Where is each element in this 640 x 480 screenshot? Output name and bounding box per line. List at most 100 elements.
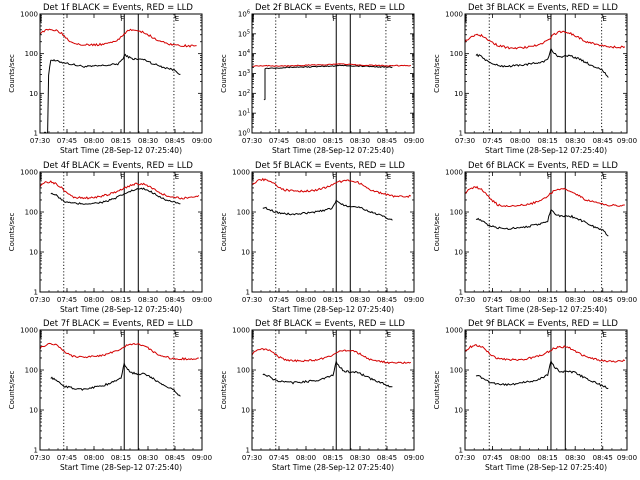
x-tick-label: 08:30 [350, 137, 370, 145]
y-tick-base: 1 [246, 447, 250, 455]
panel-det-5: Det 5f BLACK = Events, RED = LLD 1 10 100 10… [220, 161, 424, 314]
plot-frame [39, 13, 203, 134]
x-tick-label: 08:45 [377, 296, 397, 304]
x-tick-label: 08:30 [138, 296, 158, 304]
y-tick-label: 100 [25, 209, 38, 217]
marker-e: E [175, 331, 179, 339]
x-axis-label: Start Time (28-Sep-12 07:25:40) [272, 146, 394, 155]
x-tick-label: 08:45 [377, 137, 397, 145]
plot-frame [251, 171, 415, 293]
y-tick-label: 1 [459, 130, 463, 138]
y-axis-label: Counts/sec [8, 371, 16, 410]
y-axis-label: Counts/sec [8, 54, 16, 93]
y-tick-base: 10 [241, 249, 250, 257]
x-tick-label: 08:00 [296, 296, 316, 304]
y-tick-label: 1 [459, 289, 463, 297]
series-black-line [262, 199, 393, 221]
panel-title: Det 7f BLACK = Events, RED = LLD [43, 319, 193, 329]
y-tick-label: 10 [29, 249, 38, 257]
y-tick-base: 100 [450, 209, 463, 217]
panel-title: Det 6f BLACK = Events, RED = LLD [468, 161, 618, 171]
series-black-line [262, 360, 393, 388]
series-black-line [475, 359, 609, 390]
x-tick-label: 07:30 [30, 454, 50, 462]
x-tick-label: 08:00 [510, 296, 530, 304]
x-axis-label: Start Time (28-Sep-12 07:25:40) [60, 463, 182, 472]
y-tick-base: 1 [34, 130, 38, 138]
y-tick-label: 1 [246, 289, 250, 297]
y-tick-base: 100 [25, 367, 38, 375]
y-tick-base: 100 [25, 209, 38, 217]
y-tick-label: 104 [238, 49, 250, 58]
x-tick-label: 07:30 [455, 454, 475, 462]
y-tick-base: 100 [450, 50, 463, 58]
y-tick-label: 10 [454, 249, 463, 257]
y-tick-base: 1 [459, 130, 463, 138]
y-tick-base: 100 [237, 209, 250, 217]
panel-det-1: Det 1f BLACK = Events, RED = LLD 1 10 100 10… [8, 3, 212, 155]
y-tick-base: 10 [454, 90, 463, 98]
y-tick-label: 10 [454, 407, 463, 415]
y-tick-base: 10 [238, 50, 247, 58]
y-tick-base: 10 [238, 70, 247, 78]
x-tick-label: 09:00 [192, 137, 212, 145]
plot-frame [464, 13, 628, 134]
y-tick-label: 105 [238, 29, 250, 38]
x-tick-label: 08:15 [538, 137, 558, 145]
x-tick-label: 07:30 [30, 137, 50, 145]
x-tick-label: 07:30 [242, 296, 262, 304]
x-tick-label: 08:15 [323, 137, 343, 145]
y-tick-label: 1 [34, 289, 38, 297]
y-tick-base: 1 [34, 447, 38, 455]
y-tick-base: 10 [454, 249, 463, 257]
plot-frame [464, 171, 628, 293]
y-tick-base: 10 [238, 30, 247, 38]
y-tick-label: 10 [241, 249, 250, 257]
y-tick-base: 10 [29, 249, 38, 257]
y-tick-label: 1000 [20, 169, 38, 177]
marker-f: F [332, 15, 336, 23]
x-tick-label: 07:45 [482, 454, 502, 462]
x-tick-label: 09:00 [404, 137, 424, 145]
y-tick-base: 1 [459, 447, 463, 455]
y-axis-label: Counts/sec [433, 54, 441, 93]
y-tick-label: 100 [238, 129, 250, 138]
panel-det-6: Det 6f BLACK = Events, RED = LLD 1 10 100 10… [433, 161, 637, 314]
x-tick-label: 08:00 [84, 137, 104, 145]
plot-frame [251, 329, 415, 451]
marker-f: F [120, 331, 124, 339]
plot-frame [464, 329, 628, 451]
y-tick-label: 1000 [445, 11, 463, 19]
series-red-line [465, 185, 625, 208]
y-tick-base: 100 [237, 367, 250, 375]
x-tick-label: 07:30 [455, 137, 475, 145]
x-tick-label: 08:00 [296, 137, 316, 145]
series-black-line [475, 208, 609, 237]
x-tick-label: 07:45 [269, 137, 289, 145]
panel-det-2: Det 2f BLACK = Events, RED = LLD10010110… [220, 3, 424, 155]
panel-title: Det 9f BLACK = Events, RED = LLD [468, 319, 618, 329]
y-axis-label: Counts/sec [220, 213, 228, 252]
x-tick-label: 08:45 [593, 454, 613, 462]
x-tick-label: 09:00 [617, 296, 637, 304]
y-tick-base: 10 [29, 90, 38, 98]
y-tick-label: 101 [238, 109, 250, 118]
x-axis-label: Start Time (28-Sep-12 07:25:40) [60, 146, 182, 155]
x-tick-label: 07:45 [482, 296, 502, 304]
x-tick-label: 08:30 [350, 454, 370, 462]
y-tick-label: 100 [237, 367, 250, 375]
y-tick-label: 1000 [20, 327, 38, 335]
y-tick-exponent: 1 [247, 109, 250, 115]
x-tick-label: 07:30 [242, 454, 262, 462]
y-tick-base: 1000 [20, 169, 38, 177]
marker-e: E [175, 15, 179, 23]
x-axis-label: Start Time (28-Sep-12 07:25:40) [60, 305, 182, 314]
plot-frame [39, 171, 203, 293]
y-tick-label: 1000 [232, 327, 250, 335]
y-tick-label: 1000 [445, 169, 463, 177]
marker-f: F [120, 173, 124, 181]
series-red-line [252, 177, 412, 199]
panel-title: Det 2f BLACK = Events, RED = LLD [255, 3, 405, 13]
series-black-line [50, 361, 181, 397]
x-tick-label: 08:30 [138, 454, 158, 462]
